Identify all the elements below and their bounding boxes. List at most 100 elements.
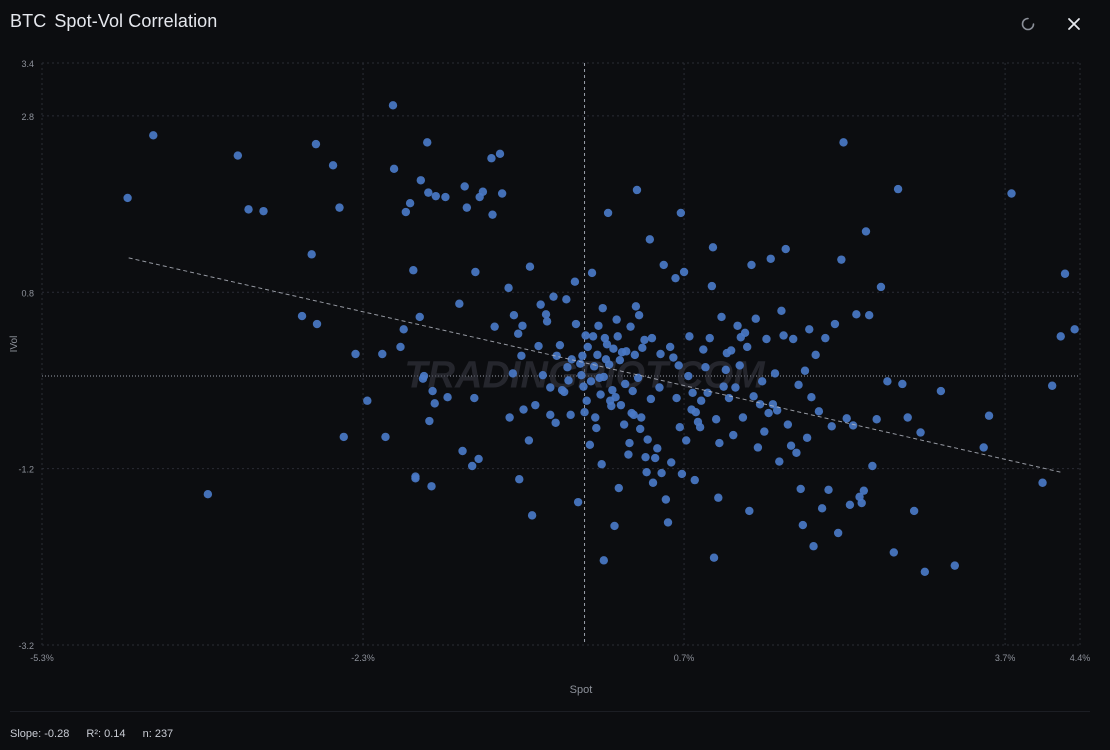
data-point bbox=[764, 408, 773, 418]
data-point bbox=[684, 371, 693, 381]
data-point bbox=[647, 333, 657, 343]
data-point bbox=[936, 386, 946, 396]
data-point bbox=[757, 377, 767, 386]
data-point bbox=[786, 441, 796, 450]
data-point bbox=[1047, 381, 1057, 390]
data-point bbox=[351, 349, 360, 359]
data-point bbox=[760, 427, 769, 436]
data-point bbox=[490, 322, 499, 331]
chart-title: BTC Spot-Vol Correlation bbox=[10, 11, 217, 32]
data-point bbox=[570, 277, 580, 286]
data-point bbox=[661, 495, 671, 504]
data-point bbox=[538, 370, 548, 380]
data-point bbox=[640, 335, 649, 345]
data-point bbox=[542, 317, 552, 326]
data-point bbox=[642, 467, 651, 477]
data-point bbox=[690, 475, 699, 485]
n-stat: n: 237 bbox=[142, 728, 174, 740]
data-point bbox=[399, 325, 408, 334]
data-point bbox=[549, 292, 558, 301]
data-point bbox=[419, 371, 429, 381]
data-point bbox=[519, 405, 528, 414]
footer-divider bbox=[10, 711, 1090, 712]
data-point bbox=[711, 415, 721, 424]
data-point bbox=[634, 311, 644, 320]
data-point bbox=[772, 406, 782, 415]
data-point bbox=[423, 138, 432, 147]
data-point bbox=[1070, 325, 1079, 334]
data-point bbox=[696, 396, 706, 405]
data-point bbox=[920, 567, 930, 577]
data-point bbox=[705, 333, 714, 343]
data-point bbox=[845, 500, 855, 509]
data-point bbox=[598, 303, 607, 313]
data-point bbox=[717, 312, 726, 322]
data-point bbox=[616, 400, 626, 410]
data-point bbox=[602, 340, 612, 349]
data-point bbox=[381, 432, 390, 442]
data-point bbox=[424, 188, 433, 197]
data-point bbox=[588, 332, 598, 341]
data-point bbox=[389, 164, 399, 174]
data-point bbox=[735, 361, 744, 370]
close-icon[interactable] bbox=[1063, 13, 1085, 35]
data-point bbox=[513, 329, 523, 338]
data-point bbox=[478, 187, 488, 196]
data-point bbox=[889, 548, 899, 557]
data-point bbox=[339, 432, 348, 442]
data-point bbox=[800, 366, 810, 375]
data-point bbox=[721, 365, 730, 375]
data-point bbox=[848, 421, 858, 430]
data-point bbox=[416, 176, 426, 185]
data-point bbox=[587, 268, 597, 278]
data-point bbox=[751, 314, 760, 323]
data-point bbox=[467, 461, 477, 471]
data-point bbox=[335, 203, 344, 212]
data-point bbox=[571, 319, 581, 329]
data-point bbox=[837, 255, 846, 264]
data-point bbox=[628, 386, 637, 396]
data-point bbox=[679, 267, 689, 277]
data-point bbox=[508, 369, 518, 378]
data-point bbox=[612, 315, 621, 324]
data-point bbox=[675, 422, 684, 432]
x-axis-label: Spot bbox=[570, 684, 593, 696]
y-tick-label: 3.4 bbox=[21, 59, 34, 69]
data-point bbox=[659, 260, 668, 270]
data-point bbox=[715, 438, 724, 448]
data-point bbox=[312, 319, 322, 329]
data-point bbox=[783, 420, 793, 429]
data-point bbox=[328, 161, 338, 170]
data-point bbox=[578, 351, 587, 360]
data-point bbox=[525, 262, 535, 271]
data-point bbox=[563, 363, 572, 372]
refresh-icon[interactable] bbox=[1017, 13, 1039, 35]
data-point bbox=[726, 346, 736, 355]
data-point bbox=[388, 101, 398, 110]
data-point bbox=[789, 334, 798, 344]
data-point bbox=[607, 401, 616, 411]
data-point bbox=[123, 193, 132, 203]
data-point bbox=[546, 410, 555, 420]
data-point bbox=[311, 139, 321, 149]
data-point bbox=[566, 410, 575, 420]
data-point bbox=[688, 388, 697, 397]
data-point bbox=[903, 413, 912, 422]
data-point bbox=[719, 382, 728, 391]
data-point bbox=[531, 400, 540, 410]
data-point bbox=[762, 334, 771, 344]
data-point bbox=[552, 351, 561, 360]
data-point bbox=[594, 321, 603, 330]
data-point bbox=[677, 469, 687, 479]
data-point bbox=[626, 322, 635, 331]
data-point bbox=[1038, 478, 1047, 487]
data-point bbox=[307, 250, 316, 259]
data-point bbox=[708, 243, 718, 252]
data-point bbox=[768, 400, 778, 409]
x-tick-label: -5.3% bbox=[30, 653, 54, 663]
data-point bbox=[471, 267, 480, 277]
data-point bbox=[857, 498, 866, 508]
y-tick-label: 2.8 bbox=[21, 112, 34, 122]
data-point bbox=[405, 199, 415, 208]
data-point bbox=[864, 311, 874, 320]
